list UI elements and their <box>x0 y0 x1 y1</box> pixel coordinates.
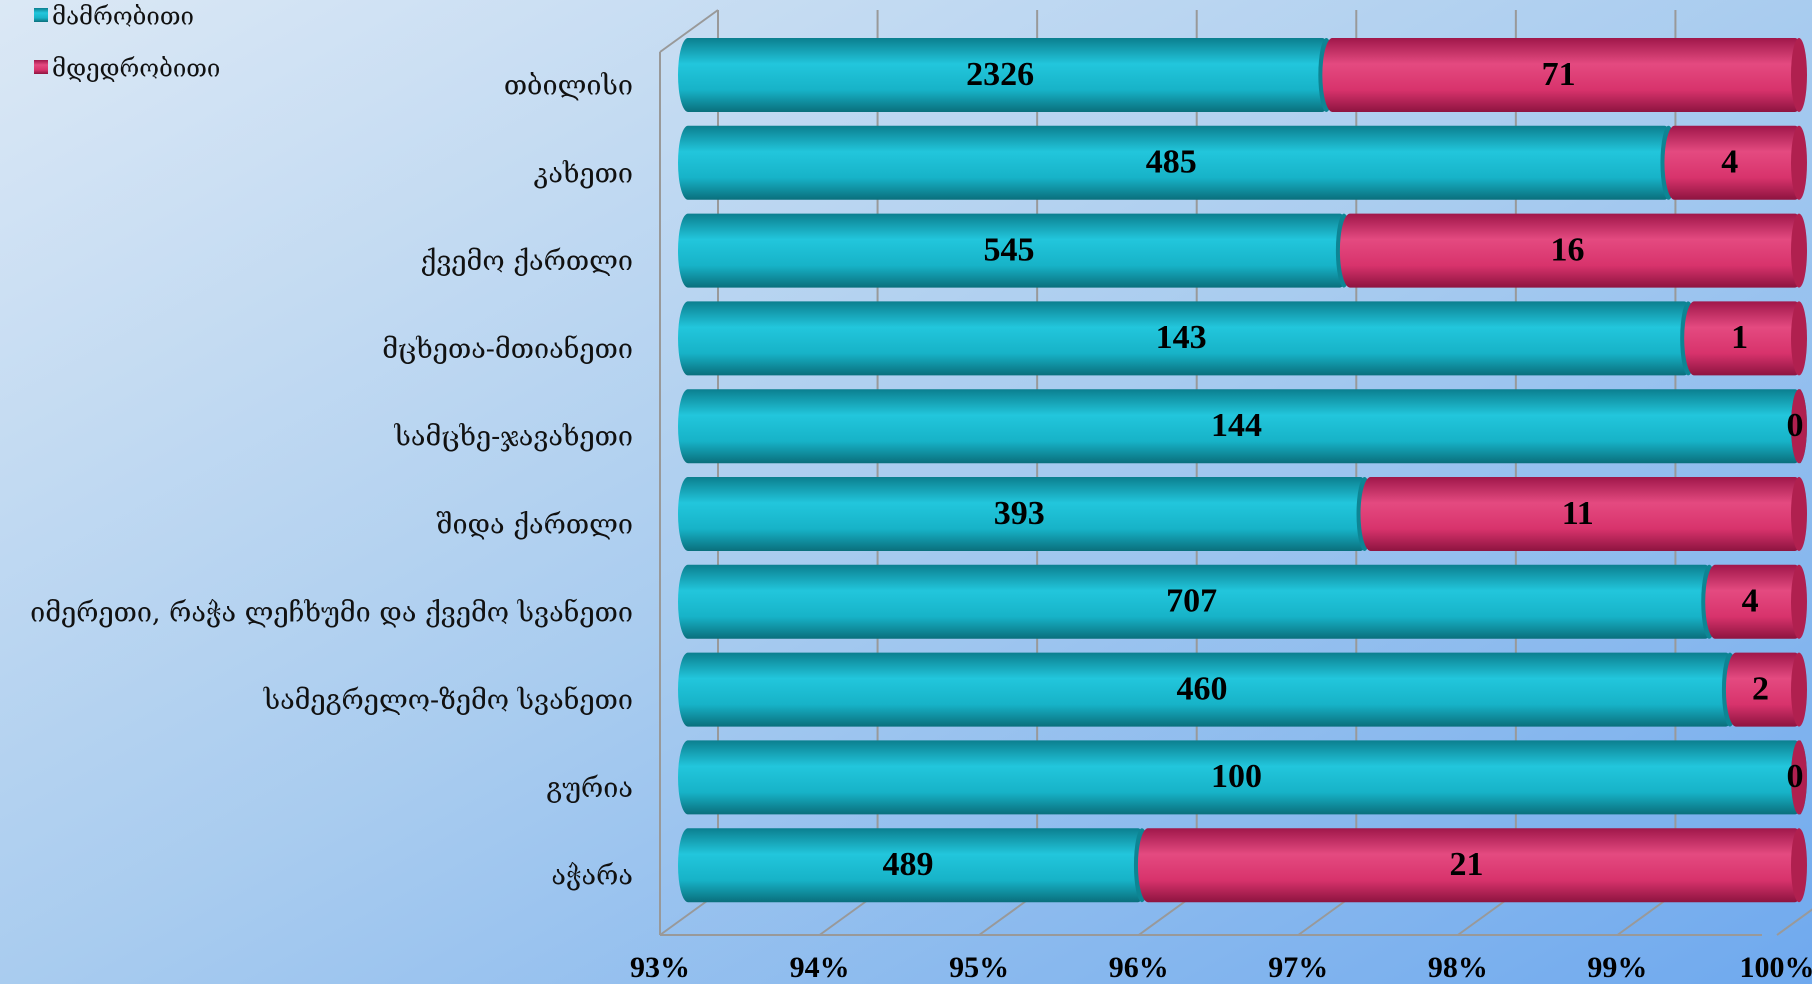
data-label: 1 <box>1731 319 1748 356</box>
bar-segment <box>1137 828 1805 903</box>
bar-cap <box>1791 125 1807 200</box>
bar-segment <box>1664 125 1805 200</box>
bar-cap <box>1791 828 1807 903</box>
bar-segment <box>1684 301 1805 376</box>
y-tick-label: კახეთი <box>534 158 633 189</box>
legend-swatch <box>34 8 48 22</box>
bar-segment <box>678 125 1675 200</box>
y-tick-label: შიდა ქართლი <box>436 510 633 541</box>
y-tick-label: სამცხე-ჯავახეთი <box>393 422 633 453</box>
data-label: 16 <box>1550 231 1584 268</box>
x-tick-label: 100% <box>1740 951 1812 984</box>
bar-segment <box>1705 564 1805 639</box>
bar-segment <box>678 38 1333 112</box>
bar-cap <box>1791 740 1807 815</box>
grid-line <box>1776 908 1812 936</box>
y-tick-label: აჭარა <box>551 861 633 892</box>
y-tick-label: ქვემო ქართლი <box>421 246 633 277</box>
bar-segment <box>678 652 1736 727</box>
data-label: 4 <box>1721 144 1738 181</box>
bar-segment <box>1360 477 1805 551</box>
y-tick-label: იმერეთი, რაჭა ლეჩხუმი და ქვემო სვანეთი <box>30 597 633 628</box>
data-label: 2326 <box>966 56 1034 93</box>
y-tick-label: გურია <box>546 773 633 804</box>
x-tick-label: 98% <box>1428 951 1488 984</box>
data-label: 0 <box>1787 758 1804 795</box>
bar-segment <box>678 564 1716 639</box>
bar-cap <box>1791 477 1807 551</box>
data-label: 21 <box>1449 846 1483 883</box>
y-tick-label: სამეგრელო-ზემო სვანეთი <box>263 685 633 716</box>
bar-segment <box>678 828 1148 903</box>
y-tick-label: მცხეთა-მთიანეთი <box>382 334 633 365</box>
bar-segment <box>1339 213 1805 288</box>
data-label: 100 <box>1211 758 1262 795</box>
x-tick-label: 99% <box>1587 951 1647 984</box>
data-label: 460 <box>1176 670 1227 707</box>
x-tick-label: 95% <box>949 951 1009 984</box>
data-label: 4 <box>1742 583 1759 620</box>
legend-swatch <box>34 60 48 74</box>
data-label: 71 <box>1542 56 1576 93</box>
data-label: 489 <box>882 846 933 883</box>
bar-cap <box>1791 301 1807 376</box>
bar-segment <box>678 477 1371 551</box>
bar-cap <box>1791 652 1807 727</box>
data-label: 143 <box>1156 319 1207 356</box>
y-tick-label: თბილისი <box>504 71 633 102</box>
data-label: 707 <box>1166 583 1217 620</box>
bar-cap <box>1791 564 1807 639</box>
bar-segment <box>678 301 1695 376</box>
legend-label: მდედრობითი <box>52 55 220 83</box>
x-tick-label: 94% <box>790 951 850 984</box>
bar-cap <box>1791 38 1807 112</box>
bar-segment <box>678 389 1805 464</box>
data-label: 393 <box>994 495 1045 532</box>
data-label: 0 <box>1787 407 1804 444</box>
data-label: 2 <box>1752 670 1769 707</box>
data-label: 545 <box>983 231 1034 268</box>
x-tick-label: 97% <box>1268 951 1328 984</box>
bar-cap <box>1791 389 1807 464</box>
bar-cap <box>1791 213 1807 288</box>
bar-segment <box>678 740 1805 815</box>
data-label: 485 <box>1146 144 1197 181</box>
bar-segment <box>678 213 1350 288</box>
bar-segment <box>1725 652 1805 727</box>
x-tick-label: 93% <box>630 951 690 984</box>
bar-segment <box>1322 38 1805 112</box>
data-label: 144 <box>1211 407 1262 444</box>
x-tick-label: 96% <box>1109 951 1169 984</box>
legend-label: მამრობითი <box>52 3 194 31</box>
axis-wall <box>659 9 719 53</box>
data-label: 11 <box>1562 495 1594 532</box>
